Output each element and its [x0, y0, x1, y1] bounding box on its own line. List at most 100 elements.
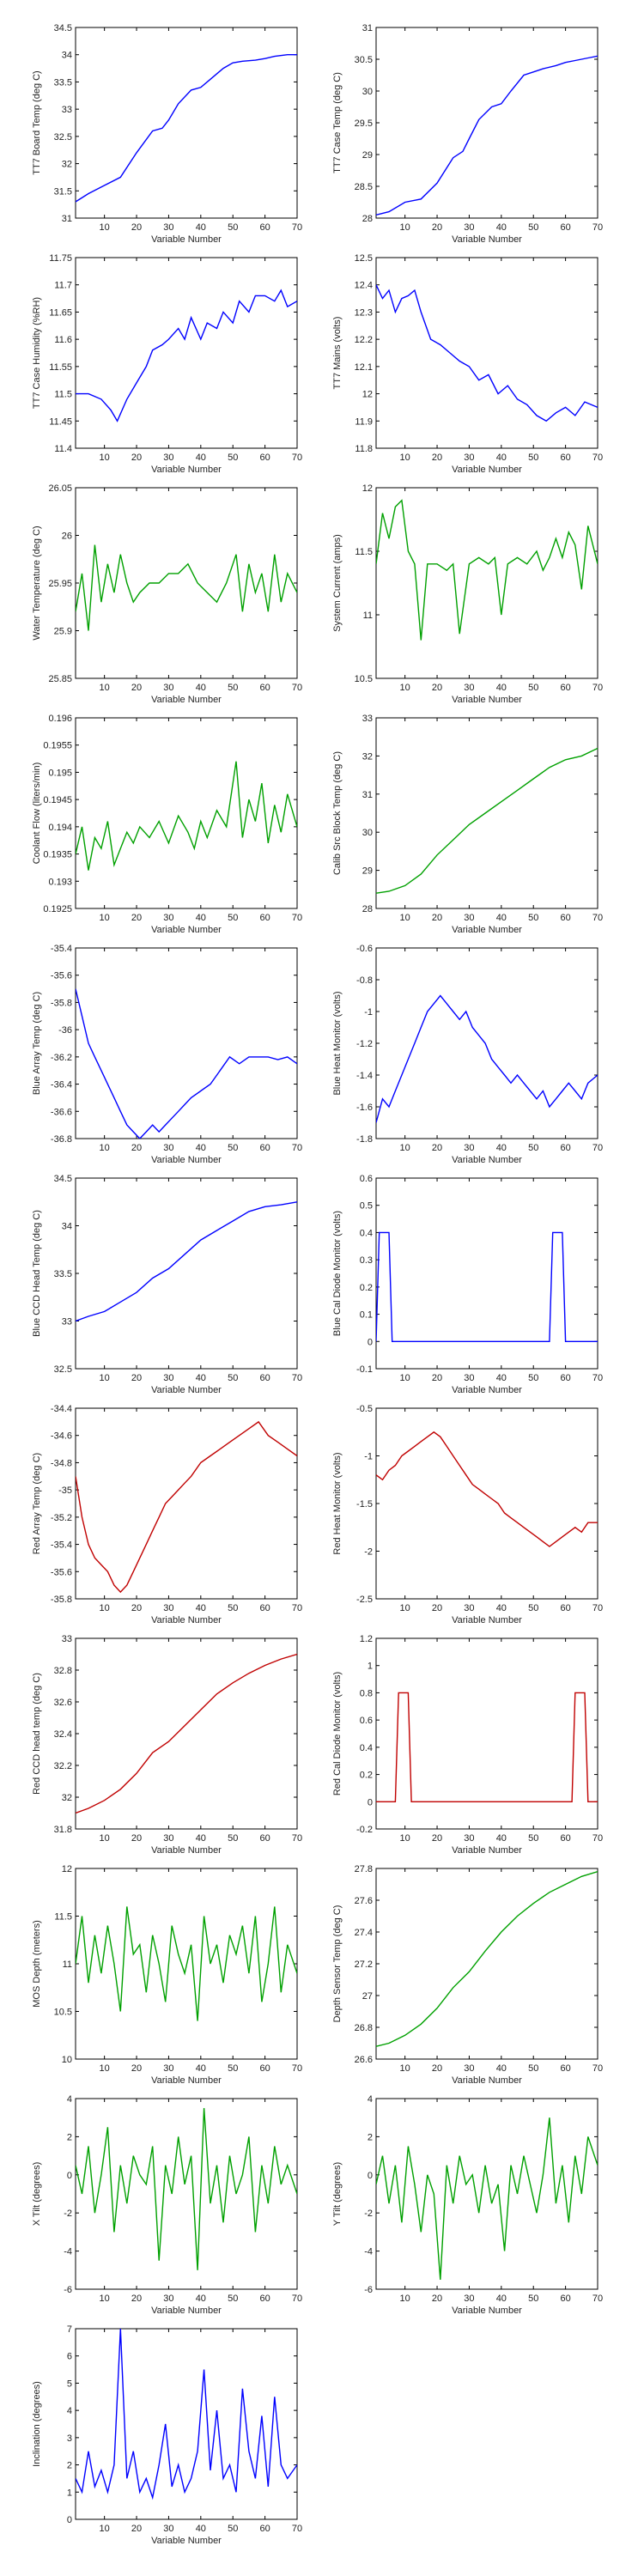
x-tick-label: 60	[259, 453, 270, 463]
plot-frame	[75, 1177, 298, 1370]
x-tick-label: 30	[464, 453, 474, 463]
y-tick-label: 33.5	[54, 77, 72, 88]
series-line	[76, 2329, 297, 2500]
y-axis-label: MOS Depth (meters)	[32, 1920, 42, 2007]
plot-frame	[375, 257, 598, 449]
x-axis-label: Variable Number	[452, 925, 522, 935]
series-line	[76, 54, 297, 203]
x-tick-label: 30	[163, 222, 173, 233]
plot-frame	[375, 1868, 598, 2060]
x-tick-label: 40	[496, 913, 507, 923]
x-tick-label: 30	[163, 1833, 173, 1844]
x-tick-label: 10	[100, 1833, 110, 1844]
y-axis-label: Calib Src Block Temp (deg C)	[332, 751, 343, 875]
series-line	[76, 1201, 297, 1322]
x-tick-label: 70	[292, 2063, 302, 2074]
x-tick-label: 60	[560, 683, 570, 693]
x-tick-label: 40	[496, 1373, 507, 1383]
y-tick-label: 11.75	[49, 253, 72, 264]
y-tick-label: 6	[67, 2352, 72, 2362]
x-axis-label: Variable Number	[452, 1155, 522, 1165]
y-tick-label: 27.8	[355, 1864, 373, 1874]
x-axis-label: Variable Number	[151, 925, 222, 935]
x-tick-label: 70	[292, 913, 302, 923]
y-tick-label: -2.5	[356, 1595, 373, 1605]
x-tick-label: 70	[292, 1373, 302, 1383]
x-tick-label: 10	[100, 2524, 110, 2534]
y-tick-label: 33	[62, 1634, 72, 1644]
y-tick-label: 0.1	[360, 1310, 373, 1321]
series-line	[376, 2117, 598, 2280]
x-axis-label: Variable Number	[151, 2075, 222, 2086]
series-line	[376, 1431, 598, 1547]
y-tick-label: -35	[58, 1485, 72, 1496]
y-tick-label: 1	[368, 1662, 373, 1672]
x-tick-label: 30	[464, 913, 474, 923]
y-tick-label: -36.4	[51, 1080, 72, 1091]
y-tick-label: 11	[363, 611, 373, 621]
x-tick-label: 10	[100, 222, 110, 233]
y-tick-label: -4	[64, 2247, 72, 2257]
chart-panel-16: -0.2 0 0.2 0.4 0.6 0.8 1 1.2 10 20 30 40 50 60 70 Varia…	[332, 1634, 603, 1856]
y-axis-label: Red Array Temp (deg C)	[32, 1453, 42, 1554]
y-tick-label: -0.5	[356, 1404, 373, 1414]
x-tick-label: 20	[432, 683, 442, 693]
x-tick-label: 50	[528, 1143, 538, 1153]
plot-frame	[75, 1407, 298, 1600]
x-tick-label: 50	[228, 2293, 238, 2304]
y-tick-label: 26.8	[355, 2023, 373, 2033]
y-tick-label: 2	[368, 2132, 373, 2142]
x-axis-label: Variable Number	[452, 2306, 522, 2316]
x-axis-label: Variable Number	[151, 465, 222, 475]
x-tick-label: 20	[131, 1373, 142, 1383]
x-tick-label: 50	[228, 2524, 238, 2534]
y-axis-label: Coolant Flow (liters/min)	[32, 762, 42, 865]
x-tick-label: 20	[131, 2063, 142, 2074]
y-axis-label: Blue Array Temp (deg C)	[32, 992, 42, 1095]
y-tick-label: 0.1925	[43, 904, 72, 914]
y-tick-label: 0.3	[360, 1255, 373, 1266]
x-tick-label: 70	[292, 1833, 302, 1844]
x-tick-label: 30	[163, 1373, 173, 1383]
series-line	[76, 544, 297, 631]
y-tick-label: 4	[368, 2094, 373, 2105]
y-tick-label: 12.3	[355, 307, 373, 318]
x-tick-label: 10	[400, 2293, 410, 2304]
y-tick-label: 30	[362, 87, 373, 97]
x-tick-label: 30	[163, 1603, 173, 1613]
x-tick-label: 20	[131, 2293, 142, 2304]
x-tick-label: 40	[496, 1603, 507, 1613]
x-axis-label: Variable Number	[452, 1385, 522, 1395]
y-tick-label: 34	[62, 51, 72, 61]
y-axis-label: Red Heat Monitor (volts)	[332, 1452, 343, 1554]
x-tick-label: 60	[259, 1373, 270, 1383]
x-tick-label: 60	[259, 2063, 270, 2074]
chart-panel-15: 31.8 32 32.2 32.4 32.6 32.8 33 10 20 30 40 50 60 70 Va…	[32, 1634, 302, 1856]
y-tick-label: 32.6	[54, 1698, 72, 1708]
x-tick-label: 30	[464, 2063, 474, 2074]
x-tick-label: 60	[560, 222, 570, 233]
y-tick-label: -34.6	[51, 1431, 72, 1442]
x-tick-label: 60	[259, 1603, 270, 1613]
x-tick-label: 10	[400, 1833, 410, 1844]
x-tick-label: 10	[100, 683, 110, 693]
series-line	[376, 1692, 598, 1803]
y-tick-label: -35.4	[51, 944, 72, 954]
chart-panel-7: 0.1925 0.193 0.1935 0.194 0.1945 0.195 0.1955 0…	[32, 714, 302, 935]
x-axis-label: Variable Number	[151, 1385, 222, 1395]
y-tick-label: -1.2	[356, 1039, 373, 1049]
y-tick-label: -36.8	[51, 1134, 72, 1145]
series-line	[76, 988, 297, 1139]
x-tick-label: 10	[400, 222, 410, 233]
x-tick-label: 30	[163, 1143, 173, 1153]
y-axis-label: Blue CCD Head Temp (deg C)	[32, 1210, 42, 1337]
x-tick-label: 70	[292, 453, 302, 463]
plot-frame	[75, 2328, 298, 2520]
y-tick-label: 7	[67, 2324, 72, 2335]
x-tick-label: 70	[592, 913, 603, 923]
x-tick-label: 30	[464, 683, 474, 693]
x-tick-label: 60	[259, 683, 270, 693]
y-tick-label: -2	[364, 2208, 373, 2219]
y-tick-label: 11.55	[49, 362, 72, 373]
x-axis-label: Variable Number	[151, 1845, 222, 1856]
